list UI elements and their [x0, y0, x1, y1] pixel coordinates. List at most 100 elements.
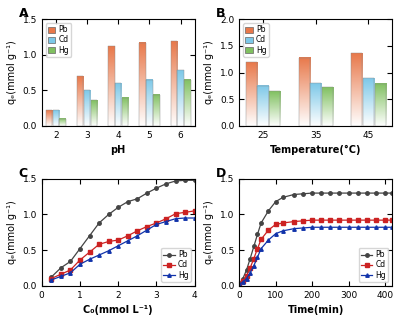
Cd: [59, 272, 63, 276]
Hg: [383, 225, 387, 229]
Cd: [301, 219, 306, 223]
Cd: [328, 218, 333, 222]
Hg: [244, 277, 249, 280]
Pb: [144, 191, 149, 195]
Cd: [390, 218, 395, 222]
Hg: [328, 225, 333, 229]
Bar: [170, 41, 177, 126]
Hg: [154, 223, 159, 226]
X-axis label: C₀(mmol L⁻¹): C₀(mmol L⁻¹): [83, 305, 153, 315]
Cd: [241, 279, 245, 283]
Y-axis label: qₑ(mmol g⁻¹): qₑ(mmol g⁻¹): [7, 41, 17, 104]
Bar: [46, 110, 52, 126]
Hg: [273, 232, 278, 236]
Cd: [319, 218, 324, 222]
Pb: [87, 234, 92, 238]
Cd: [383, 218, 387, 222]
Hg: [373, 225, 378, 229]
Pb: [355, 191, 360, 195]
Bar: [310, 83, 321, 126]
Hg: [301, 226, 306, 230]
Cd: [173, 212, 178, 216]
Hg: [135, 234, 140, 238]
Pb: [373, 191, 378, 195]
Bar: [115, 83, 122, 126]
Cd: [355, 218, 360, 222]
Bar: [246, 62, 257, 126]
Hg: [241, 280, 245, 284]
Cd: [273, 223, 278, 226]
Cd: [164, 217, 168, 221]
Hg: [251, 264, 256, 268]
Pb: [266, 209, 271, 213]
Bar: [122, 98, 128, 126]
Cd: [77, 258, 82, 262]
Bar: [77, 76, 83, 126]
Pb: [173, 179, 178, 183]
Pb: [337, 191, 342, 195]
Pb: [248, 257, 253, 260]
Line: Pb: Pb: [237, 191, 394, 286]
Line: Hg: Hg: [50, 216, 196, 282]
Cd: [126, 234, 130, 238]
Cd: [346, 218, 351, 222]
Hg: [355, 225, 360, 229]
Bar: [257, 86, 269, 126]
Pb: [59, 266, 63, 270]
Cd: [144, 225, 149, 229]
Pb: [192, 178, 197, 182]
Cd: [266, 228, 271, 232]
Hg: [97, 253, 101, 257]
Bar: [146, 80, 153, 126]
Pb: [77, 247, 82, 251]
Hg: [68, 271, 73, 275]
Cd: [255, 247, 260, 251]
Cd: [248, 266, 253, 270]
Bar: [53, 110, 59, 126]
Hg: [337, 225, 342, 229]
Pb: [251, 244, 256, 248]
Hg: [255, 255, 260, 259]
Hg: [77, 262, 82, 266]
Bar: [91, 100, 97, 126]
Bar: [269, 91, 280, 126]
Y-axis label: qₑ(mmol g⁻¹): qₑ(mmol g⁻¹): [205, 41, 215, 104]
Pb: [390, 191, 395, 195]
Pb: [301, 192, 306, 196]
Bar: [177, 71, 184, 126]
X-axis label: Temperature(°C): Temperature(°C): [270, 146, 361, 156]
Pb: [126, 200, 130, 204]
Pb: [97, 221, 101, 225]
Cd: [292, 220, 296, 223]
Pb: [292, 193, 296, 196]
Y-axis label: qₑ(mmol g⁻¹): qₑ(mmol g⁻¹): [7, 200, 17, 264]
Pb: [68, 260, 73, 263]
Cd: [310, 218, 314, 222]
Bar: [184, 80, 191, 126]
Pb: [241, 277, 245, 280]
Pb: [106, 213, 111, 216]
Pb: [116, 205, 121, 209]
Pb: [154, 186, 159, 190]
Bar: [299, 58, 310, 126]
Pb: [383, 191, 387, 195]
Hg: [259, 247, 263, 251]
Cd: [154, 221, 159, 225]
Hg: [49, 278, 54, 282]
Bar: [322, 87, 333, 126]
Bar: [375, 84, 386, 126]
Pb: [365, 191, 369, 195]
Pb: [135, 197, 140, 201]
Cd: [135, 229, 140, 233]
Hg: [310, 225, 314, 229]
Hg: [292, 227, 296, 231]
Hg: [126, 239, 130, 243]
Line: Pb: Pb: [50, 178, 196, 279]
Pb: [255, 232, 260, 236]
Cd: [237, 282, 242, 286]
Hg: [106, 249, 111, 253]
Bar: [59, 119, 66, 126]
Pb: [237, 282, 242, 286]
Y-axis label: qₑ(mmol g⁻¹): qₑ(mmol g⁻¹): [205, 200, 215, 264]
Legend: Pb, Cd, Hg: Pb, Cd, Hg: [46, 23, 71, 57]
